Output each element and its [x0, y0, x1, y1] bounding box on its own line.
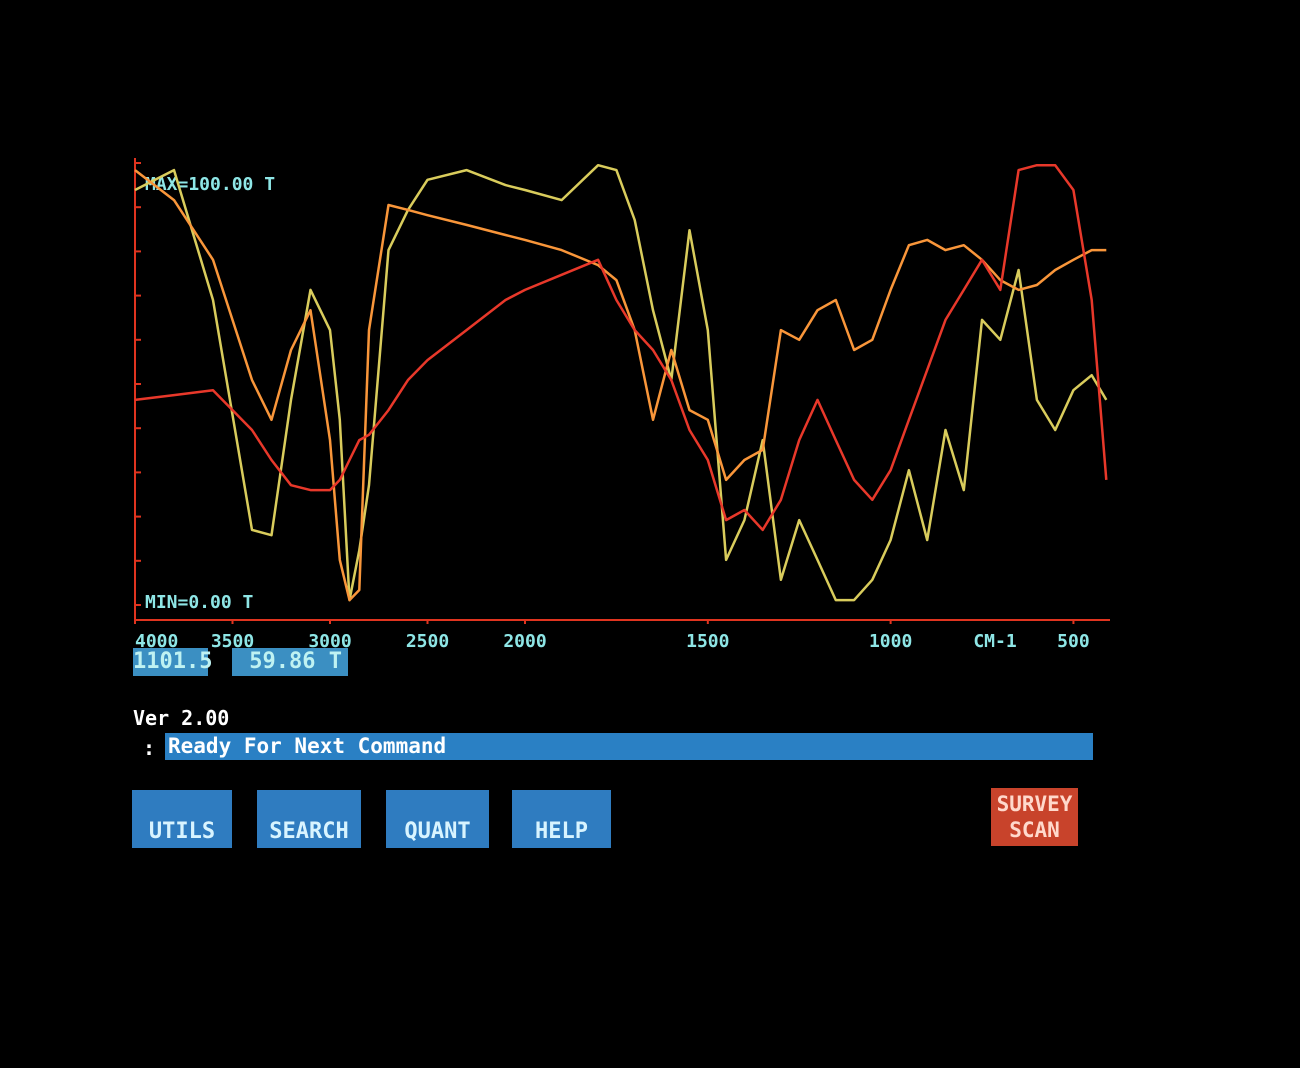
min-label: MIN=0.00 T — [145, 592, 254, 613]
version: Ver 2.00 — [133, 706, 230, 730]
x-tick-label: 1000 — [869, 631, 912, 652]
spectrum-line — [134, 169, 1107, 602]
value-readout: 59.86 T — [232, 648, 348, 676]
survey-scan-button[interactable]: SURVEY SCAN — [991, 788, 1078, 846]
status-bar: Ready For Next Command — [165, 733, 1093, 760]
survey-label: SURVEY — [996, 792, 1073, 816]
x-tick-label: 2000 — [503, 631, 546, 652]
utils-button[interactable]: UTILS — [132, 790, 232, 848]
help-button[interactable]: HELP — [512, 790, 611, 848]
search-button[interactable]: SEARCH — [257, 790, 361, 848]
spectrum-line — [134, 163, 1108, 602]
scan-label: SCAN — [1009, 818, 1060, 842]
status-text: Ready For Next Command — [168, 734, 447, 758]
quant-button[interactable]: QUANT — [386, 790, 489, 848]
position-readout: 1101.5 — [133, 648, 213, 676]
x-tick-label: 3000 — [308, 631, 351, 652]
x-tick-label: 4000 — [135, 631, 178, 652]
x-tick-label: 2500 — [406, 631, 449, 652]
x-tick-label: 3500 — [211, 631, 254, 652]
x-tick-label: 500 — [1057, 631, 1090, 652]
spectrum-line — [134, 163, 1108, 532]
prompt: : — [143, 736, 156, 760]
x-axis-label: CM-1 — [973, 631, 1016, 652]
x-tick-label: 1500 — [686, 631, 729, 652]
